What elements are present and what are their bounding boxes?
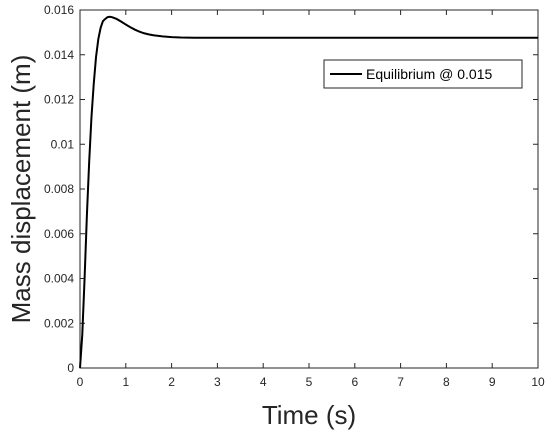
x-axis-label: Time (s) xyxy=(262,400,356,430)
y-tick-label: 0.006 xyxy=(44,227,74,241)
y-tick-label: 0.016 xyxy=(44,3,74,17)
y-tick-label: 0.01 xyxy=(51,137,75,151)
legend-entry-label: Equilibrium @ 0.015 xyxy=(366,66,492,82)
series-line-equilibrium xyxy=(79,15,538,369)
x-tick-label: 9 xyxy=(489,375,496,389)
y-tick-label: 0.004 xyxy=(44,272,74,286)
x-tick-label: 1 xyxy=(122,375,129,389)
x-tick-label: 0 xyxy=(77,375,84,389)
x-tick-label: 4 xyxy=(260,375,267,389)
legend: Equilibrium @ 0.015 xyxy=(323,59,523,89)
x-axis-ticks: 0 1 2 3 4 5 6 7 8 9 10 xyxy=(77,10,545,389)
y-axis-ticks: 0 0.002 0.004 0.006 0.008 0.01 0.012 0.014 0.016 xyxy=(44,3,538,375)
x-tick-label: 3 xyxy=(214,375,221,389)
y-axis-label: Mass displacement (m) xyxy=(6,55,36,324)
x-tick-label: 5 xyxy=(306,375,313,389)
y-tick-label: 0.014 xyxy=(44,48,74,62)
x-tick-label: 7 xyxy=(397,375,404,389)
y-tick-label: 0 xyxy=(67,361,74,375)
x-tick-label: 6 xyxy=(351,375,358,389)
y-tick-label: 0.008 xyxy=(44,182,74,196)
y-tick-label: 0.012 xyxy=(44,93,74,107)
x-tick-label: 10 xyxy=(531,375,545,389)
x-tick-label: 2 xyxy=(168,375,175,389)
y-tick-label: 0.002 xyxy=(44,316,74,330)
x-tick-label: 8 xyxy=(443,375,450,389)
